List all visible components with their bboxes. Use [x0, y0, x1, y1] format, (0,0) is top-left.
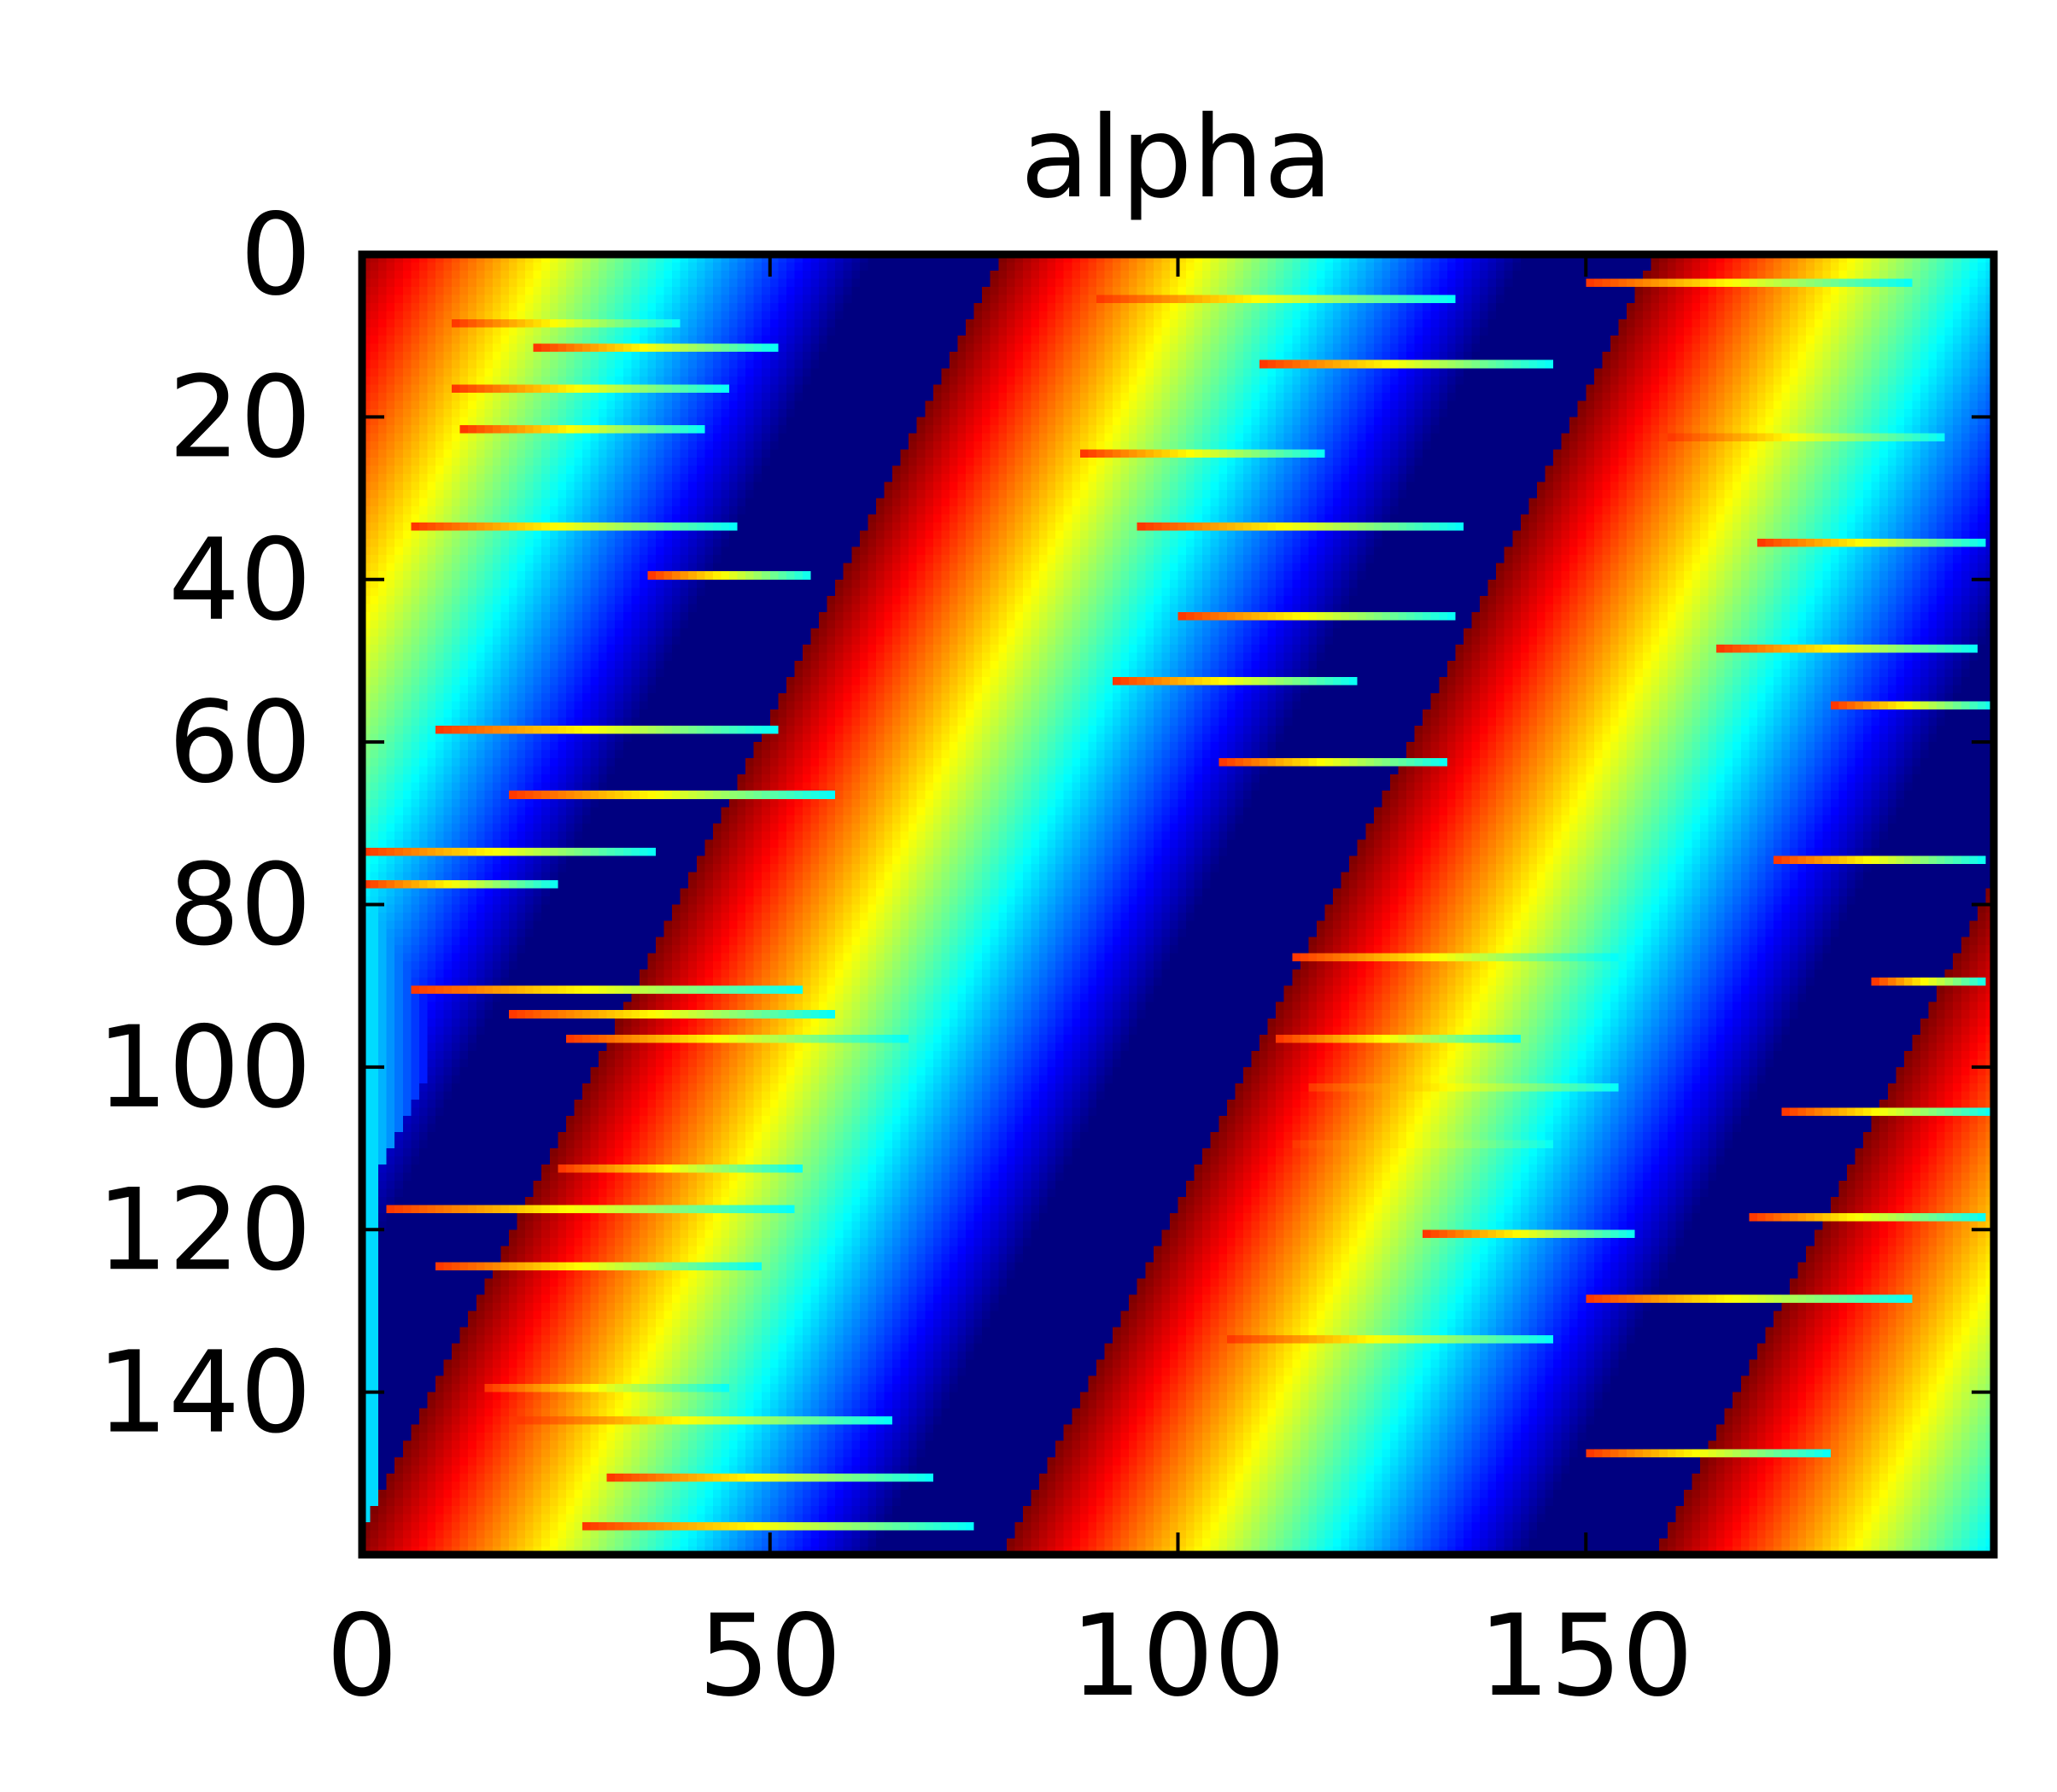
x-tick-label: 0: [326, 1591, 398, 1722]
heatmap-image: [362, 254, 1994, 1555]
x-axis-tick-labels: 0 50 100 150: [326, 1591, 1693, 1722]
x-tick-label: 100: [1071, 1591, 1286, 1722]
y-tick-label: 40: [168, 515, 312, 646]
y-axis-tick-labels: 0 20 40 60 80 100 120 140: [96, 190, 312, 1459]
chart-title: alpha: [1020, 92, 1333, 224]
y-tick-label: 0: [240, 190, 312, 321]
x-tick-label: 150: [1478, 1591, 1693, 1722]
y-tick-label: 140: [96, 1328, 312, 1459]
y-tick-label: 80: [168, 840, 312, 972]
y-tick-label: 20: [168, 352, 312, 483]
plot-area: [362, 254, 1994, 1555]
y-tick-label: 120: [96, 1165, 312, 1296]
y-tick-label: 60: [168, 677, 312, 808]
y-tick-label: 100: [96, 1002, 312, 1134]
plot-frame: [358, 250, 1998, 1559]
x-tick-label: 50: [698, 1591, 842, 1722]
